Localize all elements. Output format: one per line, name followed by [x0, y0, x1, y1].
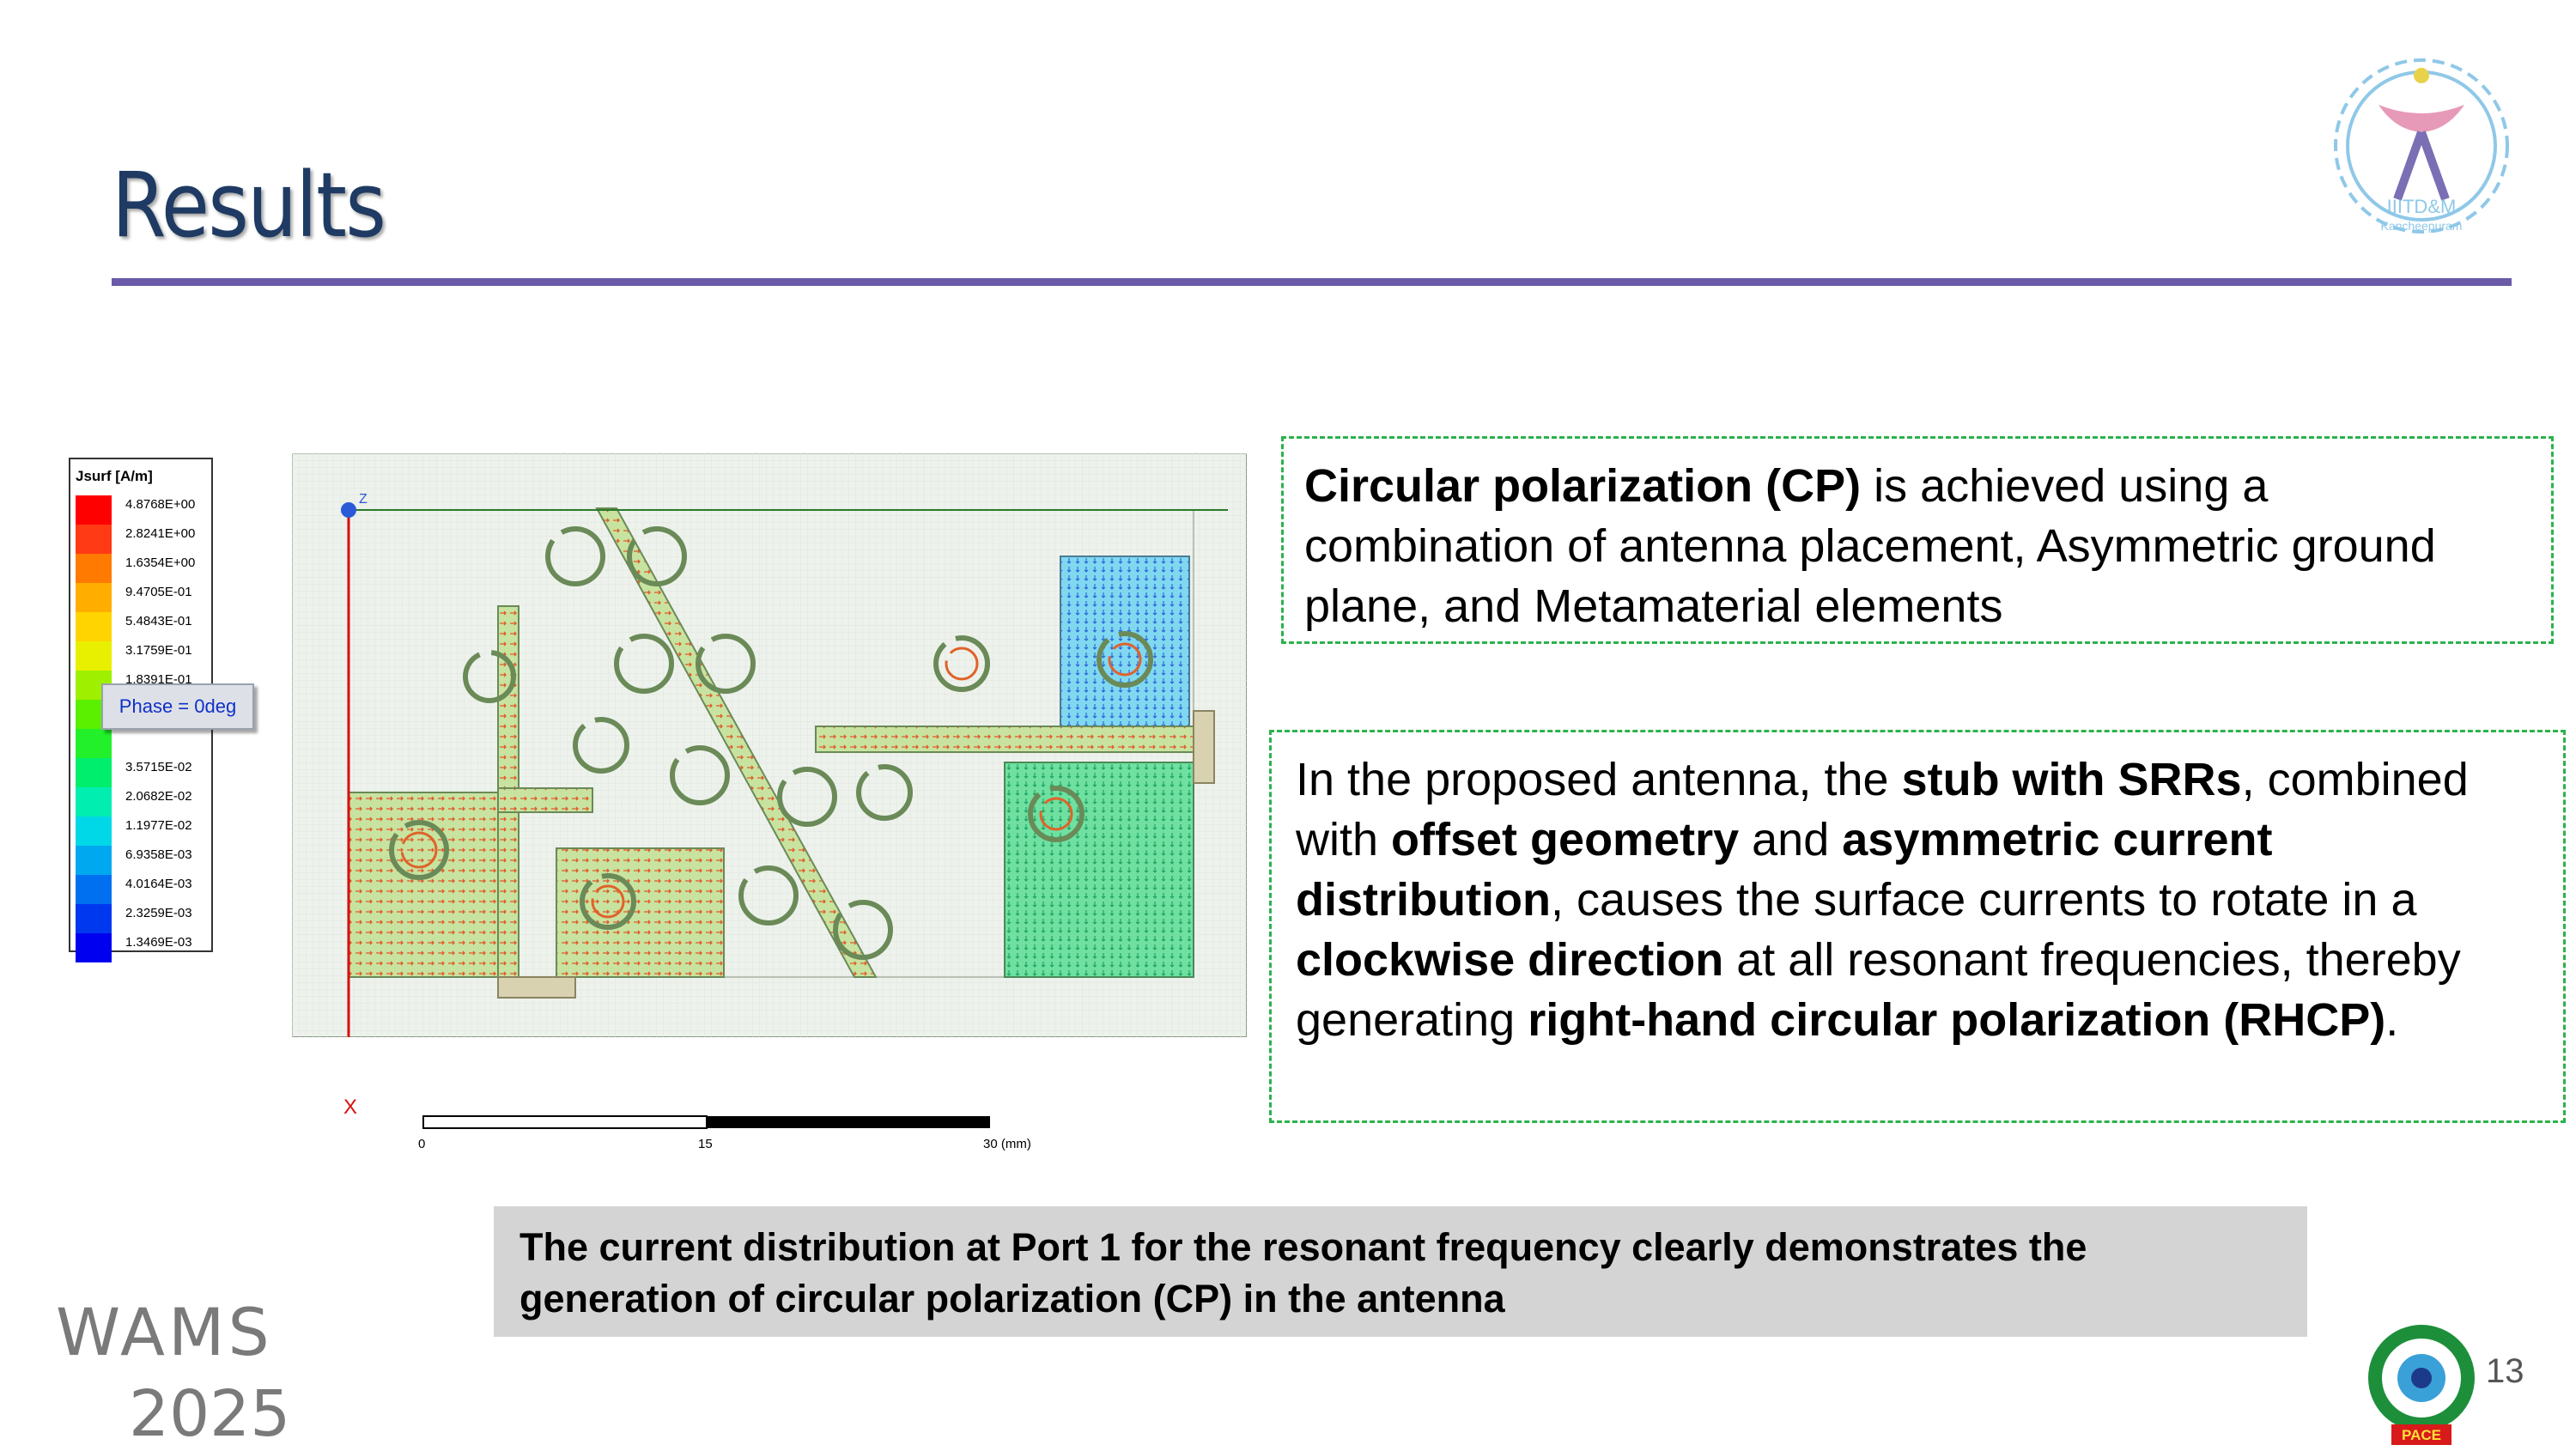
rhcp-bold-2: offset geometry [1391, 814, 1740, 865]
legend-value: 2.3259E-03 [125, 906, 192, 920]
svg-text:2025: 2025 [129, 1377, 290, 1451]
figure-caption: The current distribution at Port 1 for t… [494, 1206, 2307, 1337]
rhcp-text-5: at all resonant frequencies, thereby gen… [1296, 934, 2461, 1046]
legend-value: 1.8391E-01 [125, 672, 192, 687]
legend-value: 3.5715E-02 [125, 760, 192, 774]
legend-swatch [76, 525, 112, 554]
institute-logo: IIITD&M Kancheepuram [2334, 58, 2509, 234]
legend-value: 1.6354E+00 [125, 556, 196, 570]
legend-value: 6.9358E-03 [125, 847, 192, 862]
current-distribution-figure: Z [292, 453, 1247, 1037]
rhcp-bold-5: right-hand circular polarization (RHCP) [1528, 994, 2386, 1046]
legend-swatch [76, 641, 112, 671]
cp-summary-box: Circular polarization (CP) is achieved u… [1281, 436, 2554, 644]
legend-value: 1.3469E-03 [125, 935, 192, 950]
legend-swatch [76, 612, 112, 641]
legend-swatch [76, 729, 112, 758]
legend-swatch [76, 933, 112, 962]
page-title: Results [112, 153, 386, 258]
legend-value: 2.8241E+00 [125, 526, 196, 541]
legend-value: 5.4843E-01 [125, 614, 192, 628]
legend-swatch [76, 817, 112, 846]
rhcp-text-4: , causes the surface currents to rotate … [1550, 874, 2417, 926]
rhcp-text-6: . [2385, 994, 2399, 1046]
cp-text: is achieved using a combination of anten… [1304, 460, 2436, 632]
scale-label-30: 30 (mm) [983, 1137, 1031, 1151]
svg-text:Z: Z [359, 492, 368, 507]
scale-label-15: 15 [698, 1137, 713, 1151]
svg-text:Kancheepuram: Kancheepuram [2381, 219, 2463, 233]
phase-badge: Phase = 0deg [101, 683, 254, 730]
legend-value: 2.0682E-02 [125, 789, 192, 804]
svg-text:WAMS: WAMS [56, 1294, 273, 1370]
slide-number: 13 [2486, 1352, 2524, 1390]
pace-logo: PACE [2368, 1325, 2475, 1445]
legend-swatch [76, 904, 112, 933]
legend-swatch [76, 875, 112, 904]
rhcp-bold-1: stub with SRRs [1901, 754, 2242, 805]
legend-value: 4.0164E-03 [125, 877, 192, 891]
svg-text:IIITD&M: IIITD&M [2387, 196, 2457, 217]
conference-logo: WAMS 2025 [56, 1294, 290, 1451]
axis-x-label: X [343, 1096, 358, 1119]
rhcp-text-3: and [1739, 814, 1843, 865]
rhcp-explanation-box: In the proposed antenna, the stub with S… [1269, 730, 2566, 1123]
legend-value: 4.8768E+00 [125, 497, 196, 512]
cp-bold: Circular polarization (CP) [1304, 460, 1862, 512]
legend-swatch [76, 583, 112, 612]
legend-swatch [76, 787, 112, 817]
rhcp-text-1: In the proposed antenna, the [1296, 754, 1902, 805]
legend-swatch [76, 554, 112, 583]
scale-label-0: 0 [418, 1137, 426, 1151]
rhcp-bold-4: clockwise direction [1296, 934, 1724, 986]
legend-swatch [76, 495, 112, 525]
title-divider [112, 278, 2512, 286]
rhcp-bold-3: asymmetric current distribution [1296, 814, 2273, 926]
legend-swatch [76, 758, 112, 787]
legend-swatch [76, 846, 112, 875]
legend-value: 3.1759E-01 [125, 643, 192, 658]
scale-bar: 0 15 30 (mm) [412, 1108, 1065, 1159]
rhcp-text-2: , combined with [1296, 754, 2469, 865]
legend-value: 1.1977E-02 [125, 818, 192, 833]
legend-title: Jsurf [A/m] [76, 468, 153, 484]
svg-text:PACE: PACE [2402, 1427, 2441, 1443]
legend-value: 9.4705E-01 [125, 585, 192, 599]
